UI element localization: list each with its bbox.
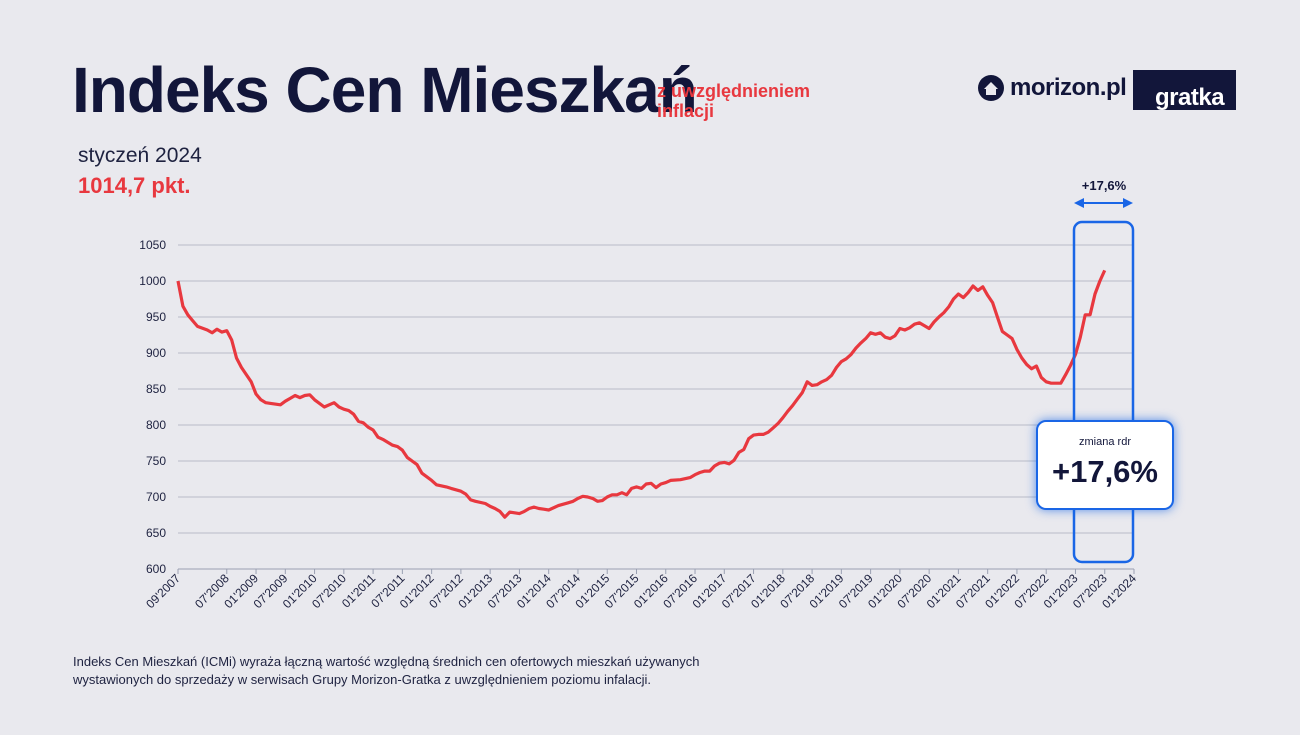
page-title: Indeks Cen Mieszkań [72, 54, 698, 126]
house-icon [978, 75, 1004, 101]
yoy-change-callout: zmiana rdr +17,6% [1036, 420, 1174, 510]
y-tick-label: 700 [146, 490, 166, 504]
y-tick-label: 1000 [139, 274, 166, 288]
page-subtitle: z uwzględnieniem inflacji [657, 81, 811, 121]
morizon-logo-text: morizon.pl [1010, 74, 1127, 101]
current-value: 1014,7 pkt. [78, 173, 191, 198]
y-tick-label: 900 [146, 346, 166, 360]
y-tick-label: 750 [146, 454, 166, 468]
highlight-box [1072, 220, 1135, 564]
x-tick-label: 09'2007 [143, 571, 183, 611]
y-tick-label: 950 [146, 310, 166, 324]
gratka-logo-text: gratka [1155, 84, 1225, 110]
current-date: styczeń 2024 [78, 144, 202, 167]
range-arrow-right-icon [1123, 198, 1133, 208]
morizon-logo: morizon.pl [978, 74, 1127, 102]
range-arrow-left-icon [1074, 198, 1084, 208]
y-tick-label: 850 [146, 382, 166, 396]
range-change-label: +17,6% [1081, 178, 1127, 193]
series-line [176, 269, 1107, 519]
y-tick-label: 600 [146, 562, 166, 576]
gratka-logo: gratka [1133, 70, 1236, 110]
y-tick-label: 650 [146, 526, 166, 540]
y-tick-label: 1050 [139, 238, 166, 252]
callout-value: +17,6% [1051, 454, 1158, 489]
callout-label: zmiana rdr [1079, 436, 1131, 448]
y-tick-label: 800 [146, 418, 166, 432]
footnote: Indeks Cen Mieszkań (ICMi) wyraża łączną… [73, 654, 700, 687]
